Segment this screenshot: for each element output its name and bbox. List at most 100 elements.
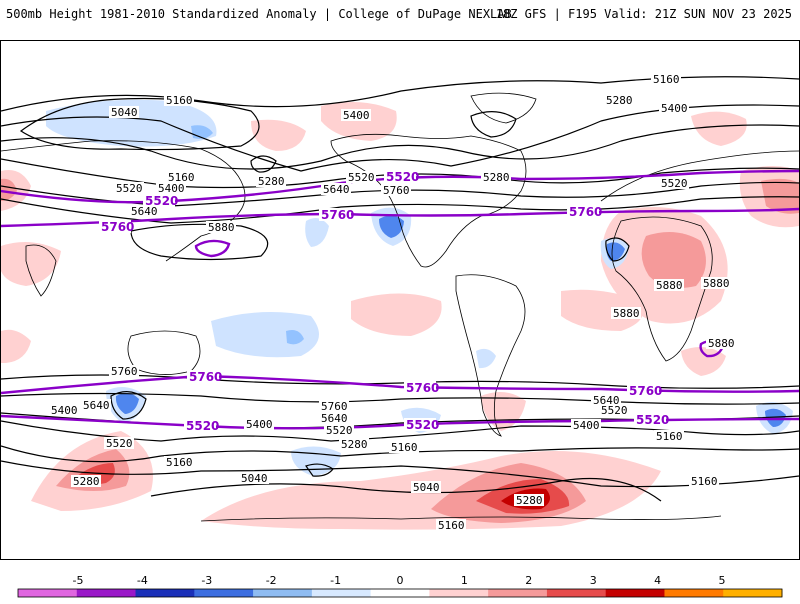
contour-low-south-pacific [305, 463, 334, 477]
svg-text:5280: 5280 [73, 475, 100, 488]
purple-label: 5520 [384, 170, 419, 184]
svg-text:5040: 5040 [241, 472, 268, 485]
contour-5160-south [1, 460, 799, 488]
colorbar-segment [370, 589, 430, 597]
svg-text:5640: 5640 [321, 412, 348, 425]
contour-5640-south [1, 392, 799, 405]
colorbar-tick-label: 2 [525, 574, 533, 587]
purple-label: 5760 [627, 384, 662, 398]
contour-label: 5880 [611, 307, 641, 320]
contour-label: 5280 [71, 475, 101, 488]
svg-text:5880: 5880 [656, 279, 683, 292]
anomaly-negative [211, 312, 319, 358]
contour-label: 5280 [481, 171, 511, 184]
colorbar-segment [311, 589, 372, 597]
contour-label: 5160 [436, 519, 466, 532]
contour-label: 5520 [114, 182, 144, 195]
contour-label: 5520 [346, 171, 376, 184]
contour-5040-north [19, 97, 260, 151]
anomaly-positive [641, 232, 706, 289]
svg-text:5160: 5160 [653, 73, 680, 86]
anomaly-positive [251, 119, 306, 151]
colorbar-outline [17, 588, 783, 598]
contour-label: 5280 [604, 94, 634, 107]
contour-5280-north [1, 104, 799, 172]
purple-label: 5760 [567, 205, 602, 219]
purple-label: 5520 [404, 418, 439, 432]
svg-text:5520: 5520 [348, 171, 375, 184]
purple-label: 5520 [184, 419, 219, 433]
svg-text:5400: 5400 [343, 109, 370, 122]
contour-label: 5400 [244, 418, 274, 431]
purple-label: 5760 [404, 381, 439, 395]
contour-label: 5160 [389, 441, 419, 454]
map-panel[interactable]: 5160 5280 5400 5040 5160 5280 5400 5520 … [0, 40, 800, 560]
svg-text:5160: 5160 [438, 519, 465, 532]
purple-label: 5760 [187, 370, 222, 384]
svg-text:5520: 5520 [186, 419, 219, 433]
anomaly-negative [115, 393, 139, 414]
contour-label: 5640 [321, 183, 351, 196]
coastline-europe-asia [1, 140, 799, 262]
contour-label: 5400 [571, 419, 601, 432]
colorbar-tick-label: -5 [72, 574, 84, 587]
purple-label: 5520 [143, 194, 178, 208]
colorbar-tick-label: 1 [460, 574, 468, 587]
svg-text:5760: 5760 [321, 400, 348, 413]
svg-text:5640: 5640 [323, 183, 350, 196]
colorbar-tick-label: -1 [330, 574, 342, 587]
colorbar-segment [76, 589, 137, 597]
svg-text:5520: 5520 [116, 182, 143, 195]
contour-label: 5160 [164, 94, 194, 107]
svg-text:5520: 5520 [661, 177, 688, 190]
svg-text:5880: 5880 [703, 277, 730, 290]
run-info: 18Z GFS | F195 Valid: 21Z SUN NOV 23 202… [495, 7, 792, 21]
colorbar-segment [194, 589, 254, 597]
svg-text:5520: 5520 [106, 437, 133, 450]
purple-label: 5520 [634, 413, 669, 427]
svg-text:5400: 5400 [246, 418, 273, 431]
svg-text:5400: 5400 [661, 102, 688, 115]
contour-label: 5760 [381, 184, 411, 197]
svg-text:5400: 5400 [158, 182, 185, 195]
contour-label: 5400 [49, 404, 79, 417]
title-bar: 500mb Height 1981-2010 Standardized Anom… [0, 0, 800, 28]
svg-text:5520: 5520 [406, 418, 439, 432]
svg-text:5280: 5280 [516, 494, 543, 507]
svg-text:5160: 5160 [656, 430, 683, 443]
svg-text:5280: 5280 [606, 94, 633, 107]
colorbar-segment [546, 589, 607, 597]
coastline-greenland [470, 92, 537, 124]
contour-label: 5040 [411, 481, 441, 494]
svg-text:5760: 5760 [189, 370, 222, 384]
anomaly-negative [291, 446, 341, 476]
svg-text:5520: 5520 [326, 424, 353, 437]
contour-label: 5880 [706, 337, 736, 350]
svg-text:5520: 5520 [386, 170, 419, 184]
coastline-antarctica [200, 515, 722, 522]
svg-text:5640: 5640 [593, 394, 620, 407]
contour-label: 5520 [324, 424, 354, 437]
coastlines [1, 92, 799, 522]
svg-text:5880: 5880 [708, 337, 735, 350]
contour-label: 5160 [651, 73, 681, 86]
svg-text:5400: 5400 [573, 419, 600, 432]
contour-label: 5880 [701, 277, 731, 290]
contour-low-atlantic [470, 111, 517, 138]
colorbar-segment [723, 589, 783, 597]
contour-label: 5760 [109, 365, 139, 378]
contour-label: 5400 [341, 109, 371, 122]
contour-5400-south [1, 420, 799, 442]
contour-5760-purple-north [1, 207, 799, 228]
key-contour-labels: 5520 5760 5760 5520 5760 5760 5520 5760 … [99, 170, 669, 433]
colorbar-tick-label: 0 [396, 574, 404, 587]
svg-text:5280: 5280 [483, 171, 510, 184]
contour-label: 5880 [206, 221, 236, 234]
anomaly-negative [305, 217, 329, 247]
contour-label: 5280 [256, 175, 286, 188]
contour-5880-purple [194, 239, 231, 258]
svg-text:5040: 5040 [111, 106, 138, 119]
svg-text:5760: 5760 [321, 208, 354, 222]
anomaly-map: 5160 5280 5400 5040 5160 5280 5400 5520 … [1, 73, 799, 532]
svg-text:5640: 5640 [131, 205, 158, 218]
